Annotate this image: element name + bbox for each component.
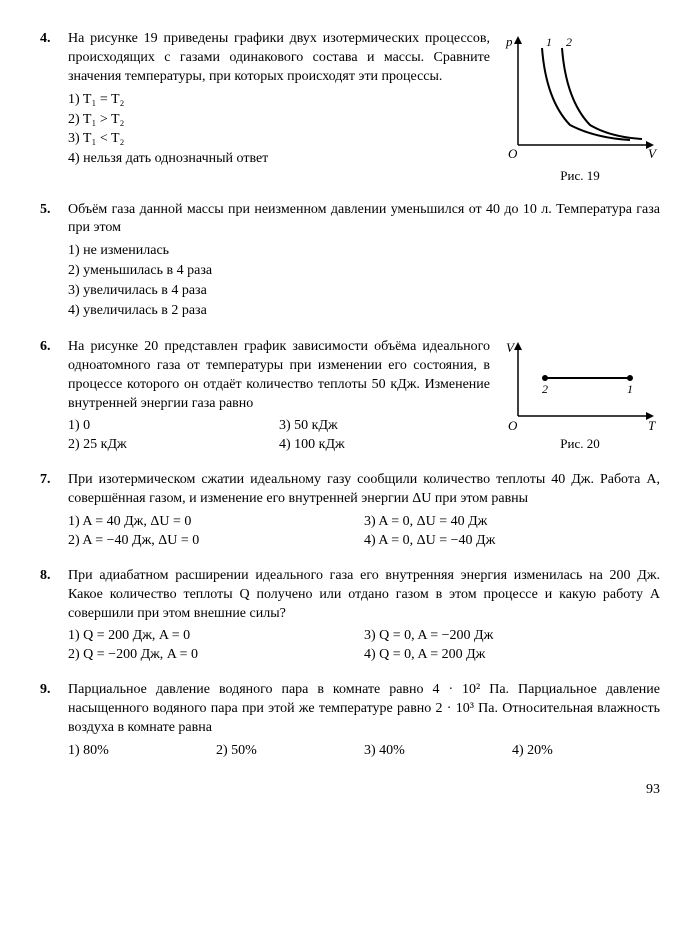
figure-19: 1 2 p V O Рис. 19: [500, 30, 660, 185]
question-5: 5. Объём газа данной массы при неизменно…: [40, 201, 660, 322]
options: 1) Q = 200 Дж, A = 0 2) Q = −200 Дж, A =…: [68, 627, 660, 665]
option-2: 2) 50%: [216, 742, 364, 761]
option-1: 1) Q = 200 Дж, A = 0: [68, 627, 364, 646]
option-3: 3) увеличилась в 4 раза: [68, 282, 660, 301]
question-4: 4. На рисунке 19 приведены графики двух …: [40, 30, 660, 185]
option-2: 2) T₁ > T₂: [68, 111, 490, 130]
figure-20: 2 1 V T O Рис. 20: [500, 338, 660, 455]
question-text: Парциальное давление водяного пара в ком…: [68, 681, 660, 738]
question-body: При изотермическом сжатии идеальному газ…: [68, 471, 660, 551]
option-1: 1) не изменилась: [68, 242, 660, 261]
option-3: 3) 40%: [364, 742, 512, 761]
option-2: 2) 25 кДж: [68, 436, 279, 455]
option-3: 3) Q = 0, A = −200 Дж: [364, 627, 660, 646]
question-7: 7. При изотермическом сжатии идеальному …: [40, 471, 660, 551]
origin-label: O: [508, 146, 518, 161]
option-3: 3) T₁ < T₂: [68, 130, 490, 149]
options: 1) T₁ = T₂ 2) T₁ > T₂ 3) T₁ < T₂ 4) нель…: [68, 91, 490, 170]
y-axis-label: V: [506, 340, 516, 355]
options: 1) 80% 2) 50% 3) 40% 4) 20%: [68, 742, 660, 761]
question-9: 9. Парциальное давление водяного пара в …: [40, 681, 660, 761]
question-text: Объём газа данной массы при неизменном д…: [68, 201, 660, 239]
option-2: 2) уменьшилась в 4 раза: [68, 262, 660, 281]
question-8: 8. При адиабатном расширении идеального …: [40, 567, 660, 665]
question-number: 5.: [40, 201, 68, 322]
curve-label-1: 1: [546, 35, 552, 49]
point-label-2: 2: [542, 382, 548, 396]
option-3: 3) A = 0, ΔU = 40 Дж: [364, 513, 660, 532]
question-body: При адиабатном расширении идеального газ…: [68, 567, 660, 665]
option-4: 4) 20%: [512, 742, 660, 761]
options: 1) не изменилась 2) уменьшилась в 4 раза…: [68, 242, 660, 321]
question-number: 7.: [40, 471, 68, 551]
question-text: На рисунке 19 приведены графики двух изо…: [68, 30, 490, 87]
option-4: 4) 100 кДж: [279, 436, 490, 455]
figure-caption: Рис. 19: [500, 167, 660, 185]
question-body: Объём газа данной массы при неизменном д…: [68, 201, 660, 322]
question-text: На рисунке 20 представлен график зависим…: [68, 338, 490, 414]
curve-label-2: 2: [566, 35, 572, 49]
options: 1) 0 2) 25 кДж 3) 50 кДж 4) 100 кДж: [68, 417, 490, 455]
option-1: 1) T₁ = T₂: [68, 91, 490, 110]
option-4: 4) нельзя дать однозначный ответ: [68, 150, 490, 169]
option-1: 1) A = 40 Дж, ΔU = 0: [68, 513, 364, 532]
point-label-1: 1: [627, 382, 633, 396]
options: 1) A = 40 Дж, ΔU = 0 2) A = −40 Дж, ΔU =…: [68, 513, 660, 551]
x-axis-label: T: [648, 418, 656, 433]
figure-caption: Рис. 20: [500, 435, 660, 453]
y-axis-label: p: [505, 34, 513, 49]
page-number: 93: [40, 781, 660, 800]
question-number: 6.: [40, 338, 68, 455]
option-2: 2) A = −40 Дж, ΔU = 0: [68, 532, 364, 551]
vt-diagram: 2 1 V T O: [500, 338, 660, 433]
x-axis-label: V: [648, 146, 658, 161]
option-2: 2) Q = −200 Дж, A = 0: [68, 646, 364, 665]
option-4: 4) A = 0, ΔU = −40 Дж: [364, 532, 660, 551]
question-number: 8.: [40, 567, 68, 665]
option-1: 1) 80%: [68, 742, 216, 761]
question-body: Парциальное давление водяного пара в ком…: [68, 681, 660, 761]
question-6: 6. На рисунке 20 представлен график зави…: [40, 338, 660, 455]
question-text: При изотермическом сжатии идеальному газ…: [68, 471, 660, 509]
pv-diagram: 1 2 p V O: [500, 30, 660, 165]
option-1: 1) 0: [68, 417, 279, 436]
origin-label: O: [508, 418, 518, 433]
option-3: 3) 50 кДж: [279, 417, 490, 436]
question-number: 9.: [40, 681, 68, 761]
option-4: 4) Q = 0, A = 200 Дж: [364, 646, 660, 665]
question-text: При адиабатном расширении идеального газ…: [68, 567, 660, 624]
question-number: 4.: [40, 30, 68, 185]
question-body: На рисунке 20 представлен график зависим…: [68, 338, 660, 455]
option-4: 4) увеличилась в 2 раза: [68, 302, 660, 321]
question-body: На рисунке 19 приведены графики двух изо…: [68, 30, 660, 185]
